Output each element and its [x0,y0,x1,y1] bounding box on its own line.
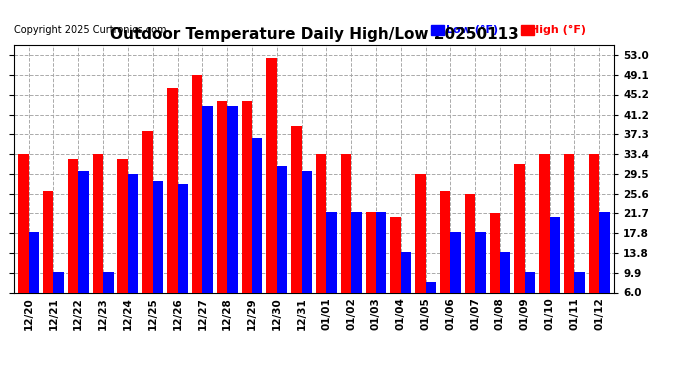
Bar [252,138,262,292]
Bar [426,282,436,292]
Bar [391,217,401,292]
Bar [401,252,411,292]
Bar [465,194,475,292]
Bar [78,171,89,292]
Bar [128,174,138,292]
Text: Copyright 2025 Curtronics.com: Copyright 2025 Curtronics.com [14,25,166,35]
Bar [241,100,252,292]
Bar [500,252,511,292]
Text: Low (°F): Low (°F) [446,25,498,35]
Bar [415,174,426,292]
Bar [177,184,188,292]
Bar [18,154,29,292]
Bar [589,154,599,292]
Bar [376,211,386,292]
Bar [227,106,237,292]
Bar [525,272,535,292]
Bar [326,211,337,292]
Bar [152,182,163,292]
Bar [440,192,451,292]
Bar [490,213,500,292]
Bar [192,75,202,292]
Bar [341,154,351,292]
Bar [266,58,277,292]
Bar [514,164,525,292]
Bar [431,25,444,34]
Bar [599,211,610,292]
Bar [451,232,461,292]
Bar [217,100,227,292]
Bar [43,192,54,292]
Bar [202,106,213,292]
Bar [29,232,39,292]
Bar [475,232,486,292]
Title: Outdoor Temperature Daily High/Low 20250113: Outdoor Temperature Daily High/Low 20250… [110,27,518,42]
Bar [574,272,585,292]
Bar [550,217,560,292]
Bar [92,154,103,292]
Bar [539,154,550,292]
Bar [142,131,152,292]
Bar [351,211,362,292]
Bar [117,159,128,292]
Bar [521,25,534,34]
Bar [316,154,326,292]
Text: High (°F): High (°F) [530,25,586,35]
Bar [366,211,376,292]
Bar [68,159,78,292]
Bar [103,272,114,292]
Bar [167,88,177,292]
Bar [564,154,574,292]
Bar [291,126,302,292]
Bar [277,166,287,292]
Bar [54,272,64,292]
Bar [302,171,312,292]
